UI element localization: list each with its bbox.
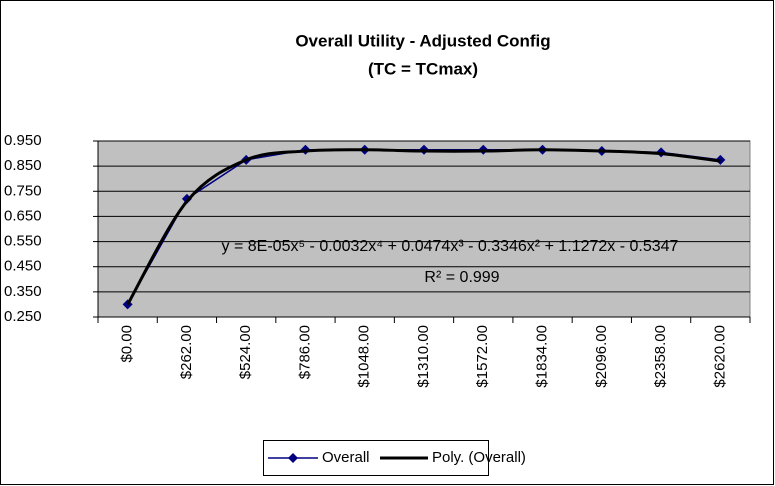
x-tick-label: $2358.00 bbox=[652, 325, 669, 388]
y-tick-label: 0.650 bbox=[4, 207, 42, 224]
legend-label: Poly. (Overall) bbox=[432, 449, 526, 466]
x-tick-label: $1310.00 bbox=[415, 325, 432, 388]
y-tick-label: 0.550 bbox=[4, 233, 42, 250]
y-tick-label: 0.850 bbox=[4, 157, 42, 174]
y-tick-label: 0.250 bbox=[4, 308, 42, 325]
x-tick-label: $1048.00 bbox=[356, 325, 373, 388]
plot-area bbox=[97, 140, 751, 318]
x-tick-label: $2096.00 bbox=[593, 325, 610, 388]
y-tick-label: 0.750 bbox=[4, 182, 42, 199]
x-tick-label: $2620.00 bbox=[711, 325, 728, 388]
y-tick-label: 0.350 bbox=[4, 283, 42, 300]
x-tick-label: $262.00 bbox=[178, 325, 195, 379]
chart-title: Overall Utility - Adjusted Config bbox=[295, 31, 550, 50]
x-tick-label: $786.00 bbox=[296, 325, 313, 379]
y-tick-label: 0.950 bbox=[4, 132, 42, 149]
x-tick-label: $0.00 bbox=[119, 325, 136, 363]
legend-marker bbox=[288, 453, 298, 463]
r-squared: R² = 0.999 bbox=[424, 269, 499, 286]
trend-equation: y = 8E-05x⁵ - 0.0032x⁴ + 0.0474x³ - 0.33… bbox=[222, 238, 679, 255]
chart-subtitle: (TC = TCmax) bbox=[368, 59, 478, 78]
x-tick-label: $524.00 bbox=[237, 325, 254, 379]
y-tick-label: 0.450 bbox=[4, 258, 42, 275]
x-tick-label: $1572.00 bbox=[474, 325, 491, 388]
x-tick-label: $1834.00 bbox=[534, 325, 551, 388]
legend-label: Overall bbox=[322, 449, 370, 466]
trend-line bbox=[126, 148, 721, 306]
